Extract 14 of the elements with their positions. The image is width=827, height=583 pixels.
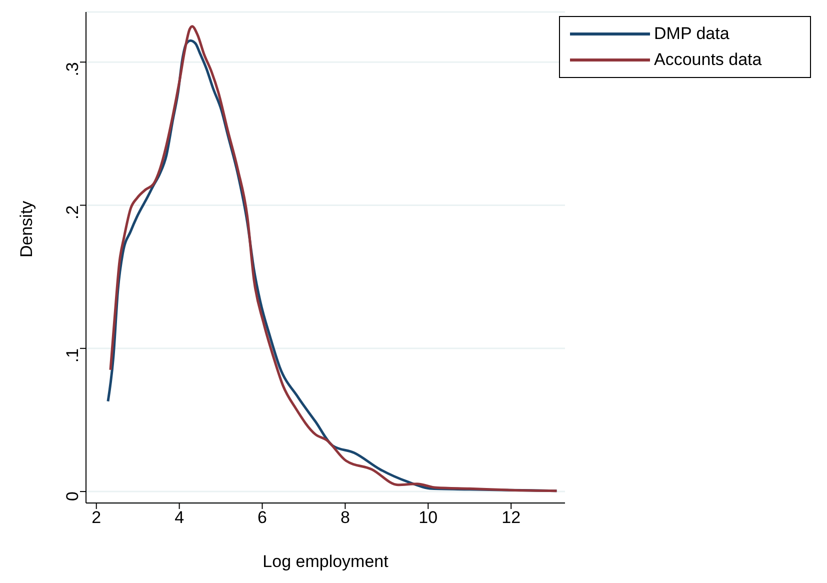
- x-tick-label: 2: [92, 508, 102, 528]
- x-tick-label: 8: [340, 508, 350, 528]
- legend-label: DMP data: [654, 24, 730, 44]
- x-tick-label: 6: [258, 508, 267, 528]
- x-tick-label: 12: [502, 508, 521, 528]
- x-tick-label: 10: [418, 508, 438, 528]
- legend-label: Accounts data: [654, 50, 762, 70]
- y-tick-label: .3: [63, 62, 82, 76]
- y-tick-label: .2: [63, 205, 82, 220]
- y-tick-label: .1: [63, 348, 82, 363]
- x-tick-label: 4: [174, 508, 184, 528]
- x-axis-title: Log employment: [262, 552, 389, 571]
- y-axis-title: Density: [17, 200, 36, 258]
- y-tick-label: 0: [63, 492, 82, 502]
